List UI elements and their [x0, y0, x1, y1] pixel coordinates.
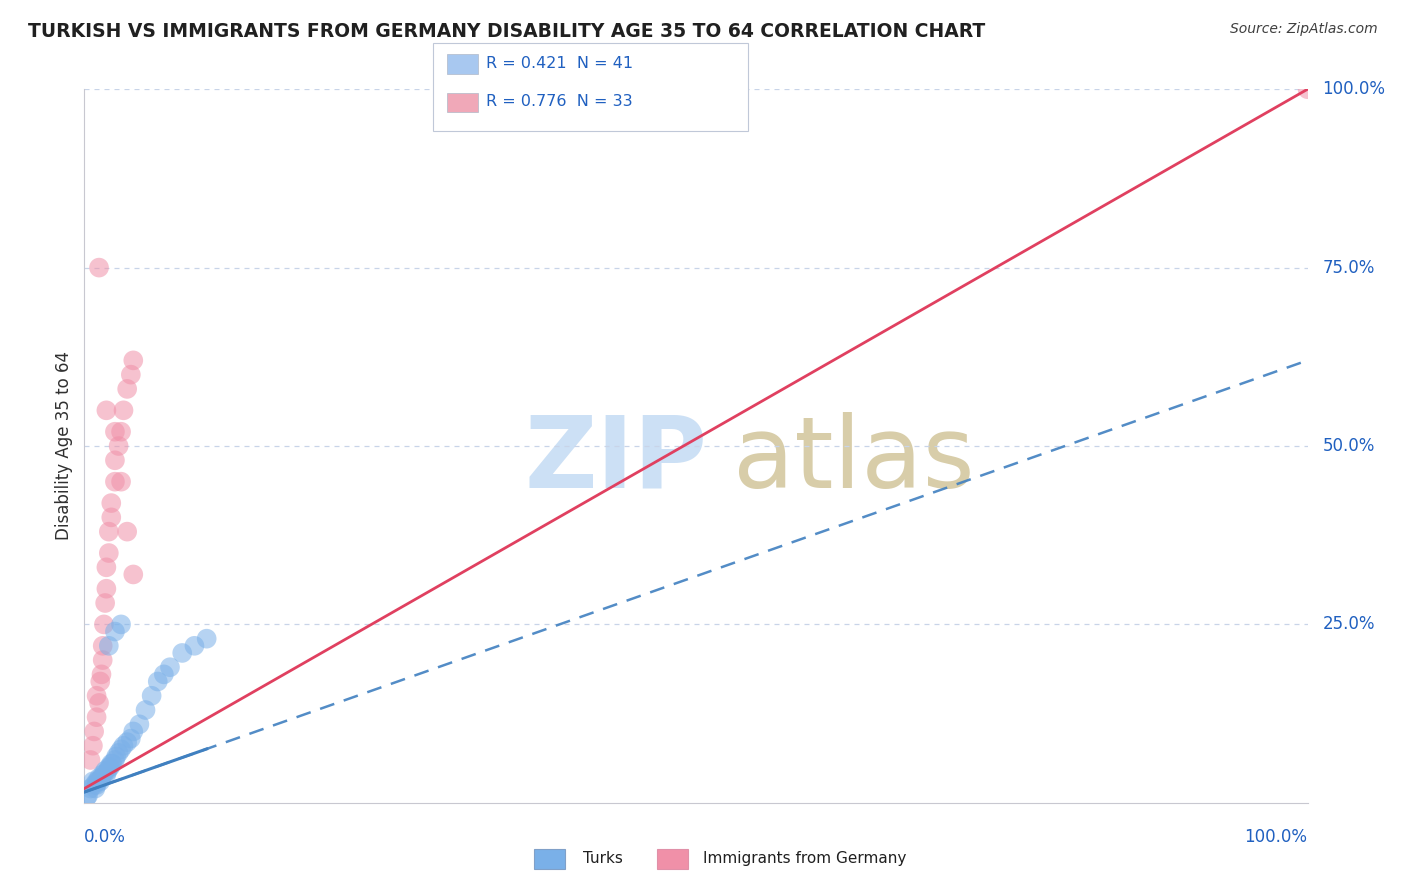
Text: atlas: atlas — [733, 412, 974, 508]
Point — [89, 774, 111, 789]
Point — [120, 368, 142, 382]
Point — [105, 749, 128, 764]
Point — [135, 703, 157, 717]
Point — [159, 660, 181, 674]
Point — [112, 403, 135, 417]
Point — [86, 778, 108, 792]
Point — [96, 560, 118, 574]
Point — [104, 753, 127, 767]
Point — [122, 567, 145, 582]
Point — [82, 739, 104, 753]
Point — [100, 510, 122, 524]
Point — [97, 546, 120, 560]
Point — [87, 696, 110, 710]
Point — [183, 639, 205, 653]
Point — [97, 639, 120, 653]
Text: Source: ZipAtlas.com: Source: ZipAtlas.com — [1230, 22, 1378, 37]
Point — [82, 774, 104, 789]
Point — [90, 667, 112, 681]
Point — [110, 617, 132, 632]
Point — [1296, 82, 1319, 96]
Point — [93, 617, 115, 632]
Point — [87, 771, 110, 785]
Point — [104, 475, 127, 489]
Point — [122, 353, 145, 368]
Point — [100, 756, 122, 771]
Point — [97, 760, 120, 774]
Text: 50.0%: 50.0% — [1322, 437, 1375, 455]
Point — [120, 731, 142, 746]
Point — [96, 767, 118, 781]
Point — [87, 260, 110, 275]
Point — [96, 582, 118, 596]
Text: 100.0%: 100.0% — [1322, 80, 1385, 98]
Point — [84, 781, 107, 796]
Point — [115, 524, 138, 539]
Point — [97, 524, 120, 539]
Point — [94, 596, 117, 610]
Point — [86, 689, 108, 703]
Point — [110, 742, 132, 756]
Point — [122, 724, 145, 739]
Text: R = 0.421  N = 41: R = 0.421 N = 41 — [486, 56, 634, 70]
Point — [93, 767, 115, 781]
Text: 75.0%: 75.0% — [1322, 259, 1375, 277]
Text: Immigrants from Germany: Immigrants from Germany — [703, 851, 907, 865]
Point — [115, 382, 138, 396]
Point — [79, 781, 101, 796]
Point — [83, 778, 105, 792]
Point — [91, 653, 114, 667]
Point — [141, 689, 163, 703]
Point — [146, 674, 169, 689]
Text: TURKISH VS IMMIGRANTS FROM GERMANY DISABILITY AGE 35 TO 64 CORRELATION CHART: TURKISH VS IMMIGRANTS FROM GERMANY DISAB… — [28, 22, 986, 41]
Y-axis label: Disability Age 35 to 64: Disability Age 35 to 64 — [55, 351, 73, 541]
Point — [128, 717, 150, 731]
Point — [89, 674, 111, 689]
Point — [153, 667, 176, 681]
Point — [86, 774, 108, 789]
Point — [96, 403, 118, 417]
Point — [87, 774, 110, 789]
Point — [91, 639, 114, 653]
Text: ZIP: ZIP — [524, 412, 707, 508]
Point — [86, 710, 108, 724]
Point — [110, 475, 132, 489]
Point — [79, 753, 101, 767]
Point — [76, 790, 98, 805]
Point — [107, 439, 129, 453]
Text: 0.0%: 0.0% — [84, 828, 127, 846]
Point — [195, 632, 218, 646]
Point — [90, 771, 112, 785]
Text: 100.0%: 100.0% — [1244, 828, 1308, 846]
Point — [94, 764, 117, 778]
Point — [104, 425, 127, 439]
Point — [104, 453, 127, 467]
Point — [101, 756, 124, 771]
Text: 25.0%: 25.0% — [1322, 615, 1375, 633]
Point — [172, 646, 194, 660]
Point — [77, 789, 100, 803]
Point — [112, 739, 135, 753]
Point — [107, 746, 129, 760]
Point — [104, 624, 127, 639]
Point — [115, 735, 138, 749]
Point — [91, 767, 114, 781]
Text: R = 0.776  N = 33: R = 0.776 N = 33 — [486, 95, 633, 109]
Point — [110, 425, 132, 439]
Point — [97, 764, 120, 778]
Point — [83, 724, 105, 739]
Text: Turks: Turks — [583, 851, 623, 865]
Point — [98, 760, 121, 774]
Point — [100, 496, 122, 510]
